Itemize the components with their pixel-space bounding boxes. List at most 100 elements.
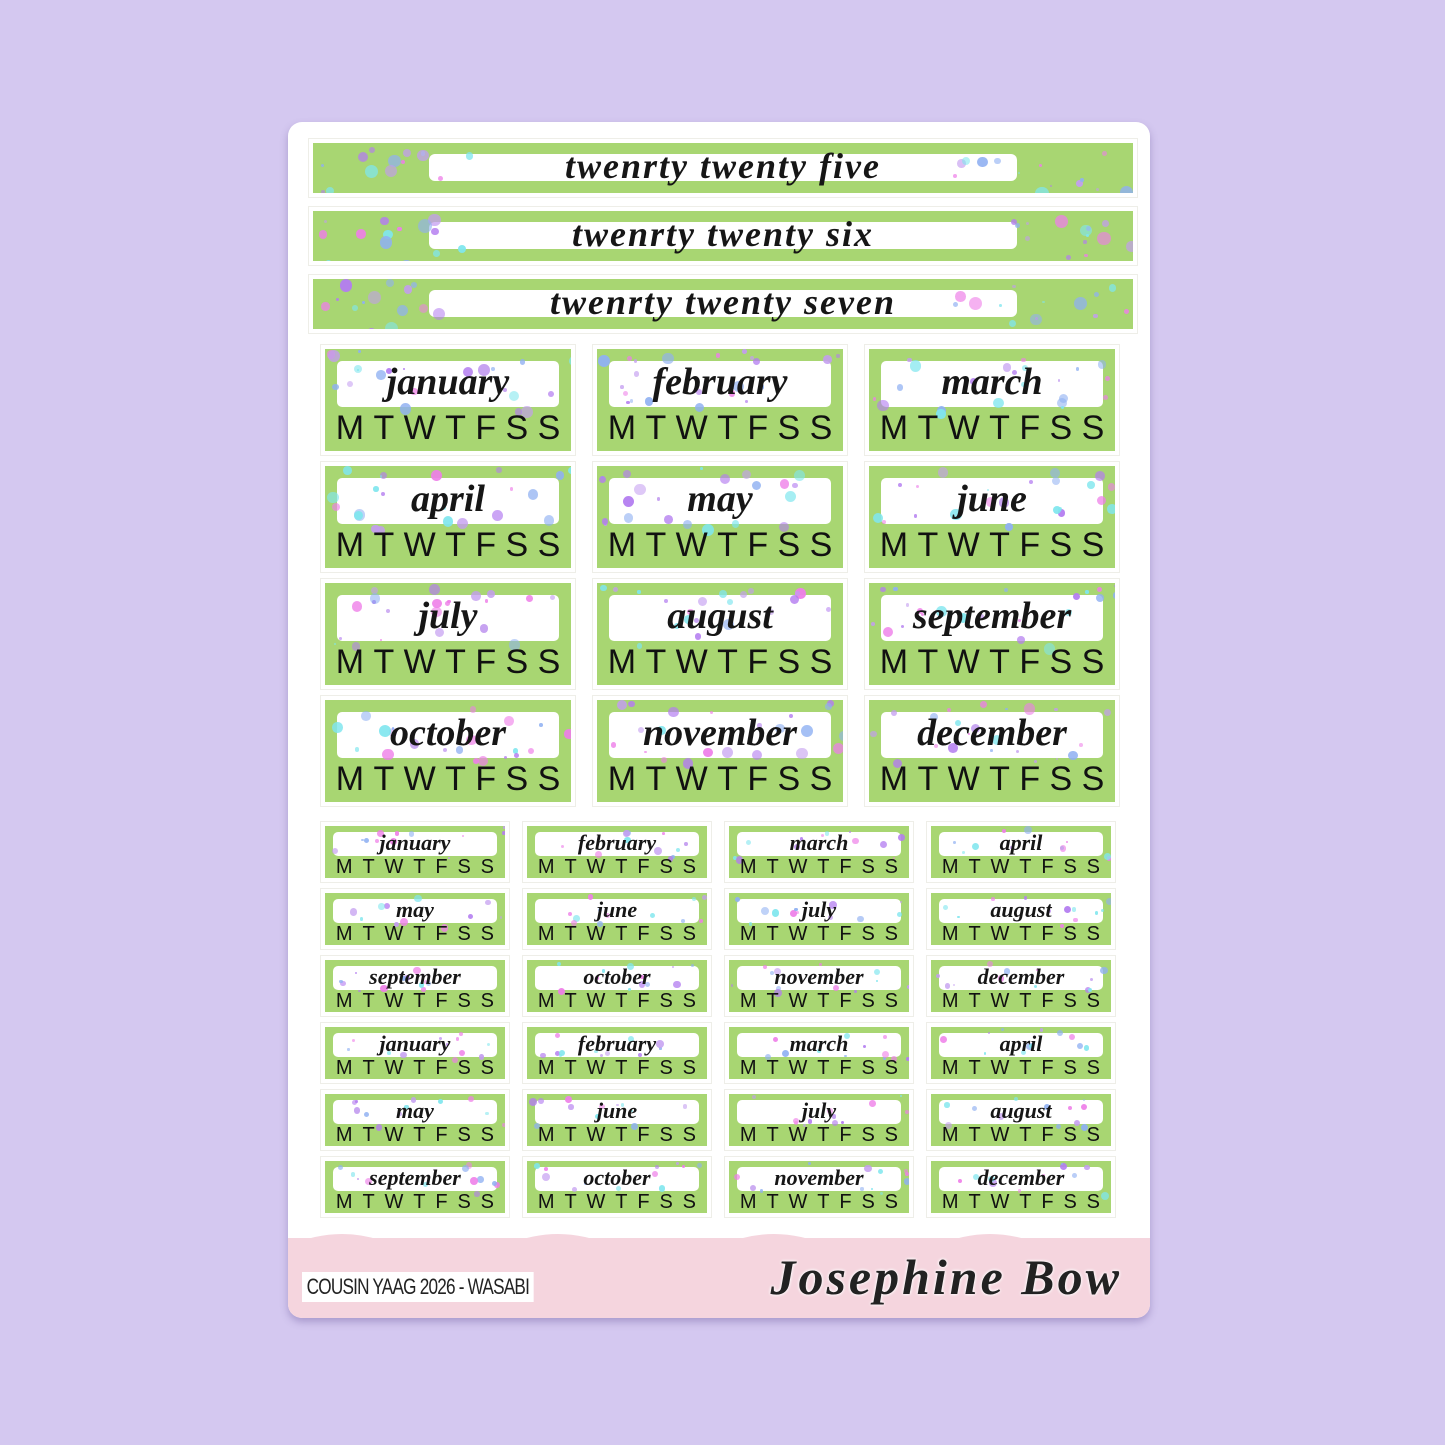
month-label-sticker: december M T W T F S S: [927, 956, 1115, 1016]
confetti-dot: [683, 519, 693, 529]
confetti-dot: [657, 725, 667, 735]
weekday-letter: F: [637, 1057, 650, 1079]
weekday-letter: W: [788, 1191, 808, 1213]
confetti-dot: [1080, 224, 1092, 237]
confetti-dot: [929, 712, 939, 722]
confetti-dot: [897, 911, 903, 917]
confetti-dot: [1060, 1162, 1064, 1166]
weekday-letter: M: [607, 760, 637, 798]
weekday-letter: W: [586, 923, 606, 945]
weekday-letter: T: [615, 856, 628, 878]
confetti-dot: [379, 472, 388, 480]
confetti-dot: [379, 235, 393, 249]
confetti-dot: [686, 608, 694, 616]
confetti-dot: [469, 705, 477, 713]
weekday-letter: T: [362, 923, 375, 945]
confetti-dot: [717, 623, 721, 627]
confetti-dot: [728, 390, 736, 398]
confetti-dot: [882, 1034, 887, 1039]
confetti-dot: [508, 391, 520, 402]
label-strip: [609, 712, 831, 758]
weekday-letter: S: [1049, 409, 1073, 447]
confetti-dot: [637, 590, 641, 594]
confetti-dot: [587, 894, 594, 901]
weekday-letter: S: [1063, 856, 1077, 878]
weekday-letter: F: [637, 923, 650, 945]
weekday-letter: F: [435, 856, 448, 878]
confetti-dot: [997, 1113, 1005, 1120]
confetti-dot: [384, 903, 391, 910]
confetti-dot: [807, 1161, 811, 1165]
confetti-dot: [836, 354, 840, 358]
confetti-dot: [409, 739, 420, 749]
confetti-dot: [844, 1054, 847, 1057]
weekday-letter: T: [817, 923, 830, 945]
confetti-dot: [465, 1162, 472, 1169]
confetti-dot: [1005, 523, 1013, 531]
confetti-dot: [1060, 923, 1065, 928]
confetti-dot: [355, 972, 358, 975]
confetti-dot: [1084, 986, 1092, 994]
confetti-dot: [881, 519, 886, 524]
weekday-letter: T: [564, 1057, 577, 1079]
confetti-dot: [1009, 846, 1013, 850]
weekday-letter: S: [861, 990, 875, 1012]
weekday-letter: F: [1041, 856, 1054, 878]
weekday-letter: S: [505, 409, 529, 447]
confetti-dot: [354, 747, 360, 752]
confetti-dot: [382, 748, 394, 761]
confetti-dot: [624, 836, 631, 844]
weekday-letter: W: [675, 760, 708, 798]
confetti-dot: [872, 397, 876, 401]
confetti-dot: [748, 921, 753, 926]
label-strip: [737, 1167, 901, 1191]
confetti-dot: [1015, 750, 1020, 754]
weekday-letter: S: [1063, 923, 1077, 945]
confetti-dot: [943, 905, 949, 910]
confetti-dot: [437, 1099, 443, 1104]
weekday-letter: M: [739, 1191, 757, 1213]
confetti-dot: [379, 475, 383, 479]
month-label-sticker: september M T W T F S S: [321, 956, 509, 1016]
confetti-dot: [816, 1048, 821, 1053]
weekday-letter: S: [505, 643, 529, 681]
confetti-dot: [350, 1172, 356, 1178]
confetti-dot: [600, 584, 607, 592]
confetti-dot: [429, 584, 441, 596]
confetti-dot: [459, 1049, 466, 1056]
confetti-dot: [1119, 186, 1133, 193]
confetti-dot: [1024, 826, 1032, 834]
label-strip: [939, 966, 1103, 990]
weekday-letter: S: [659, 990, 673, 1012]
weekday-letter: T: [766, 990, 779, 1012]
month-name: july: [801, 1098, 837, 1123]
label-strip: [337, 361, 559, 407]
month-name: march: [789, 1031, 849, 1056]
weekday-letter: S: [659, 1124, 673, 1146]
confetti-dot: [564, 729, 571, 739]
confetti-dot: [730, 984, 733, 987]
month-name: november: [642, 712, 798, 754]
label-strip: [535, 832, 699, 856]
weekday-letter: M: [607, 409, 637, 447]
confetti-dot: [1057, 509, 1066, 518]
confetti-dot: [913, 514, 917, 518]
weekday-letter: S: [1081, 409, 1105, 447]
confetti-dot: [560, 844, 565, 849]
confetti-dot: [628, 988, 632, 992]
confetti-dot: [775, 723, 785, 734]
confetti-dot: [354, 364, 363, 373]
confetti-dot: [439, 1036, 443, 1040]
weekday-letter: F: [1041, 990, 1054, 1012]
confetti-dot: [1039, 1028, 1043, 1032]
label-strip: [535, 966, 699, 990]
confetti-dot: [470, 1177, 478, 1185]
weekday-letter: S: [457, 923, 471, 945]
confetti-dot: [655, 1165, 660, 1169]
confetti-dot: [356, 1177, 359, 1180]
